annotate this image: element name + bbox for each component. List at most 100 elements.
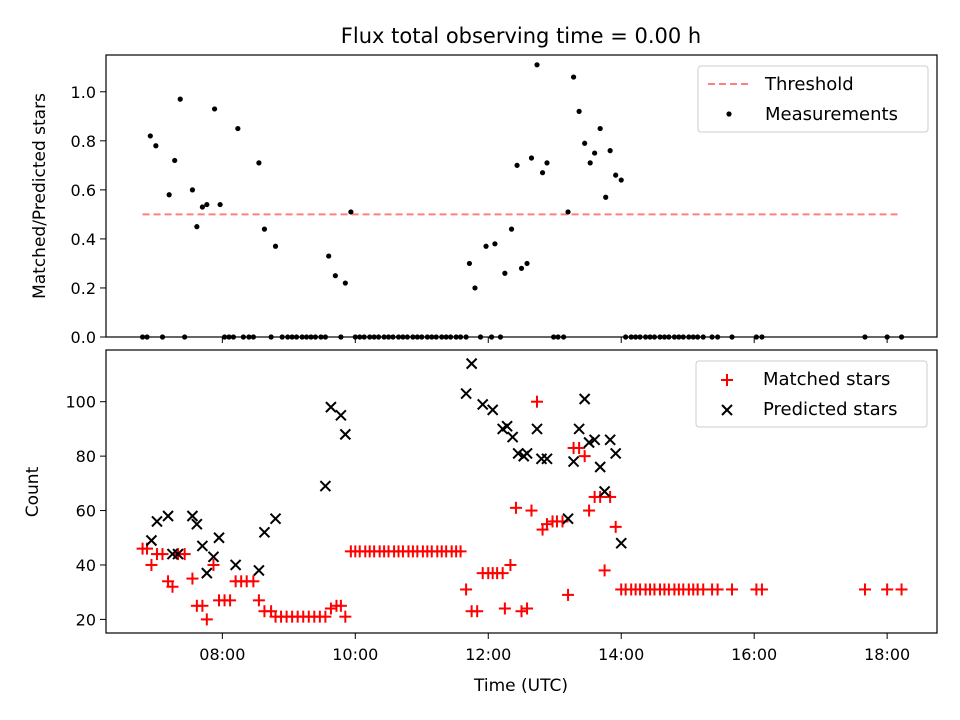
matched-star-point [531, 395, 544, 408]
matched-star-point [583, 504, 596, 517]
legend-measurements-label: Measurements [765, 104, 898, 125]
legend-measurements-marker [726, 111, 732, 117]
matched-star-point [334, 599, 347, 612]
matched-star-point [755, 583, 768, 596]
top-y-tick-label: 0.6 [71, 181, 96, 200]
matched-star-point [881, 583, 894, 596]
predicted-star-point [339, 428, 352, 441]
matched-star-point [252, 594, 265, 607]
matched-star-point [895, 583, 908, 596]
measurement-point [492, 241, 498, 247]
top-axes-frame [105, 54, 938, 338]
measurement-point [472, 285, 478, 291]
predicted-star-point [598, 485, 611, 498]
predicted-star-point [229, 559, 242, 571]
predicted-star-point [269, 513, 282, 525]
top-y-tick-label: 0.8 [71, 132, 96, 151]
predicted-star-point [253, 564, 265, 577]
matched-star-point [339, 610, 352, 623]
matched-star-point [598, 564, 611, 577]
measurement-point [172, 157, 178, 164]
predicted-star-point [609, 447, 622, 460]
measurement-point [326, 253, 332, 259]
predicted-star-point [151, 515, 163, 528]
measurement-point [613, 172, 619, 178]
matched-star-point [471, 605, 484, 618]
predicted-star-point [172, 548, 184, 560]
measurement-point [534, 62, 540, 68]
matched-star-point [726, 583, 739, 596]
matched-star-point [509, 501, 522, 514]
matched-star-point [573, 441, 586, 454]
x-tick-label: 10:00 [332, 645, 378, 664]
matched-star-point [324, 602, 337, 615]
measurement-point [194, 224, 200, 230]
predicted-star-point [501, 420, 513, 432]
matched-star-point [525, 504, 538, 517]
matched-star-point [145, 558, 158, 571]
top-y-tick-label: 0.0 [71, 328, 96, 347]
top-y-axis-label: Matched/Predicted stars [30, 93, 50, 299]
predicted-star-point [207, 551, 220, 563]
matched-star-point [178, 548, 191, 561]
bottom-y-tick-label: 60 [76, 502, 96, 521]
measurement-point [524, 260, 530, 267]
bottom-legend: Matched stars Predicted stars [695, 360, 928, 428]
matched-star-point [604, 490, 617, 503]
predicted-star-point [531, 423, 543, 435]
predicted-star-point [588, 434, 601, 446]
matched-star-point [186, 572, 199, 585]
top-y-tick-label: 0.4 [71, 230, 96, 249]
bottom-y-tick-label: 40 [76, 556, 96, 575]
measurement-point [189, 187, 196, 193]
predicted-star-point [186, 510, 199, 522]
predicted-star-point [486, 404, 499, 416]
measurement-point [597, 125, 603, 132]
predicted-star-point [335, 409, 347, 422]
measurement-point [204, 201, 210, 208]
x-tick-label: 16:00 [731, 645, 777, 664]
predicted-star-point [191, 518, 203, 530]
bottom-y-axis-label: Count [23, 466, 43, 517]
measurement-point [177, 96, 183, 102]
matched-star-point [454, 545, 467, 558]
predicted-star-point [201, 567, 213, 579]
measurement-point [153, 143, 159, 149]
measurement-point [348, 209, 354, 215]
bottom-panel: 20 40 60 80 100 08:00 10:00 12:00 14:00 16:00 18:0… [23, 349, 938, 696]
measurement-point [235, 125, 241, 132]
matched-star-point [609, 520, 622, 533]
matched-star-point [515, 605, 528, 618]
predicted-star-point [535, 453, 548, 465]
predicted-star-point [578, 393, 591, 405]
measurement-point [607, 148, 613, 154]
predicted-star-point [521, 447, 533, 460]
legend-matched-label: Matched stars [763, 369, 890, 390]
matched-star-point [504, 558, 517, 571]
measurement-point [587, 160, 593, 166]
matched-star-point [711, 583, 724, 596]
measurement-point [332, 273, 338, 279]
measurement-point [466, 260, 473, 267]
top-legend: Threshold Measurements [697, 65, 929, 133]
legend-threshold-label: Threshold [764, 74, 854, 95]
measurement-point [342, 280, 348, 286]
measurement-point [582, 140, 588, 146]
measurement-point [528, 155, 535, 161]
matched-star-point [224, 594, 237, 607]
predicted-star-point [583, 436, 595, 449]
predicted-star-point [196, 540, 209, 552]
legend-matched-marker [721, 374, 733, 386]
bottom-legend-box [695, 360, 928, 428]
matched-star-point [166, 580, 179, 593]
measurement-point [565, 209, 571, 215]
measurement-point [518, 265, 525, 271]
bottom-y-tick-label: 100 [65, 393, 96, 412]
matched-star-point [521, 602, 534, 615]
top-y-tick-label: 1.0 [71, 83, 96, 102]
predicted-star-point [512, 447, 524, 460]
measurement-point [211, 106, 218, 112]
predicted-star-point [319, 480, 332, 492]
matched-star-point [540, 518, 553, 531]
